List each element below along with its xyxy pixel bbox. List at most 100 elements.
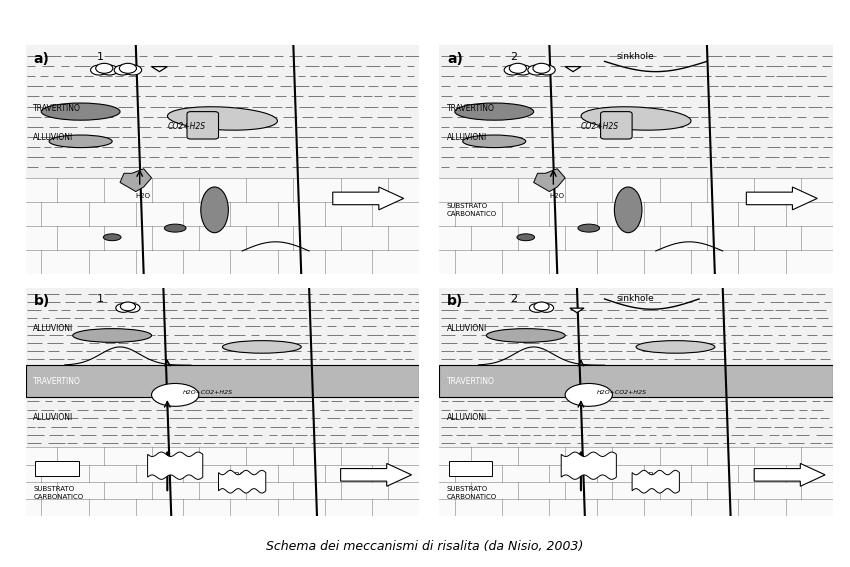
- Circle shape: [121, 302, 135, 311]
- Ellipse shape: [167, 107, 277, 130]
- Text: sinkhole: sinkhole: [616, 52, 654, 61]
- Text: H2O: H2O: [549, 193, 564, 199]
- Text: ALLUVIONI: ALLUVIONI: [447, 133, 487, 142]
- Bar: [26, 45, 419, 178]
- Text: 1: 1: [96, 294, 104, 304]
- Polygon shape: [151, 66, 167, 71]
- Text: 2: 2: [510, 294, 517, 304]
- Circle shape: [125, 303, 140, 312]
- Circle shape: [124, 65, 142, 75]
- Bar: [26, 178, 419, 274]
- Text: SUBSTRATO
CARBONATICO: SUBSTRATO CARBONATICO: [447, 203, 497, 217]
- Text: H2O+CO2+H2S: H2O+CO2+H2S: [183, 390, 233, 395]
- Ellipse shape: [636, 341, 715, 353]
- Polygon shape: [565, 66, 581, 71]
- Bar: [26, 397, 419, 447]
- Ellipse shape: [104, 234, 121, 240]
- FancyBboxPatch shape: [449, 461, 492, 476]
- Text: H2O: H2O: [762, 472, 778, 478]
- Text: H2O+CO2+H2S: H2O+CO2+H2S: [597, 390, 647, 395]
- FancyBboxPatch shape: [36, 461, 79, 476]
- Ellipse shape: [151, 383, 199, 407]
- Circle shape: [514, 65, 531, 75]
- Text: TRAVERTINO: TRAVERTINO: [33, 376, 82, 386]
- Text: SUBSTRATO
CARBONATICO: SUBSTRATO CARBONATICO: [447, 486, 497, 500]
- Ellipse shape: [486, 329, 565, 342]
- Bar: [439, 397, 833, 447]
- Text: 1: 1: [96, 52, 104, 62]
- Text: sinkhole: sinkhole: [616, 294, 654, 303]
- Text: b): b): [447, 294, 463, 308]
- Polygon shape: [754, 463, 825, 486]
- Ellipse shape: [517, 234, 535, 240]
- Text: ALLUVIONI: ALLUVIONI: [33, 133, 74, 142]
- Ellipse shape: [615, 187, 642, 232]
- Ellipse shape: [223, 341, 301, 353]
- Polygon shape: [632, 470, 679, 493]
- Bar: [26, 287, 419, 365]
- Text: H2O: H2O: [348, 472, 364, 478]
- Polygon shape: [148, 452, 203, 480]
- Text: H2O: H2O: [348, 196, 364, 201]
- Text: 2: 2: [510, 52, 517, 62]
- Ellipse shape: [462, 135, 526, 147]
- Ellipse shape: [164, 224, 186, 232]
- Text: H2O: H2O: [50, 466, 64, 471]
- Text: H2O: H2O: [762, 196, 777, 201]
- Polygon shape: [561, 452, 616, 480]
- FancyBboxPatch shape: [601, 112, 632, 139]
- Circle shape: [509, 64, 526, 73]
- Text: TRAVERTINO: TRAVERTINO: [447, 104, 495, 113]
- Text: ALLUVIONI: ALLUVIONI: [33, 324, 74, 333]
- Polygon shape: [570, 308, 584, 312]
- Ellipse shape: [565, 383, 612, 407]
- Bar: [439, 365, 833, 397]
- Text: ALLUVIONI: ALLUVIONI: [33, 413, 74, 422]
- Text: CO2+H2S: CO2+H2S: [581, 122, 619, 131]
- Circle shape: [539, 303, 553, 312]
- Circle shape: [504, 65, 521, 75]
- Ellipse shape: [49, 135, 112, 147]
- Text: Schema dei meccanismi di risalita (da Nisio, 2003): Schema dei meccanismi di risalita (da Ni…: [266, 540, 584, 553]
- Text: TRAVERTINO: TRAVERTINO: [447, 376, 495, 386]
- Bar: [26, 447, 419, 516]
- Text: ALLUVIONI: ALLUVIONI: [447, 324, 487, 333]
- Ellipse shape: [578, 224, 599, 232]
- Text: H2O: H2O: [644, 472, 659, 478]
- Bar: [439, 45, 833, 178]
- Circle shape: [528, 65, 545, 75]
- Text: a): a): [447, 52, 463, 66]
- Polygon shape: [332, 187, 404, 210]
- Circle shape: [101, 65, 118, 75]
- Polygon shape: [341, 463, 411, 486]
- FancyBboxPatch shape: [187, 112, 218, 139]
- Circle shape: [114, 65, 132, 75]
- Polygon shape: [746, 187, 817, 210]
- Circle shape: [119, 64, 137, 73]
- Text: H2O: H2O: [136, 193, 150, 199]
- Circle shape: [538, 65, 555, 75]
- Ellipse shape: [42, 103, 120, 120]
- Polygon shape: [534, 169, 565, 192]
- Bar: [439, 287, 833, 365]
- Polygon shape: [218, 470, 266, 493]
- Circle shape: [91, 65, 108, 75]
- Bar: [26, 365, 419, 397]
- Bar: [439, 447, 833, 516]
- Text: SUBSTRATO
CARBONATICO: SUBSTRATO CARBONATICO: [33, 486, 83, 500]
- Bar: [439, 178, 833, 274]
- Polygon shape: [120, 169, 151, 192]
- Ellipse shape: [73, 329, 151, 342]
- Circle shape: [534, 302, 549, 311]
- Text: CO2+H2S: CO2+H2S: [167, 122, 206, 131]
- Ellipse shape: [581, 107, 691, 130]
- Text: H2O: H2O: [230, 472, 246, 478]
- Circle shape: [96, 64, 113, 73]
- Ellipse shape: [201, 187, 229, 232]
- Text: TRAVERTINO: TRAVERTINO: [33, 104, 82, 113]
- Text: H2O: H2O: [464, 466, 478, 471]
- Circle shape: [533, 64, 550, 73]
- Circle shape: [116, 303, 131, 312]
- Text: ALLUVIONI: ALLUVIONI: [447, 413, 487, 422]
- Ellipse shape: [455, 103, 534, 120]
